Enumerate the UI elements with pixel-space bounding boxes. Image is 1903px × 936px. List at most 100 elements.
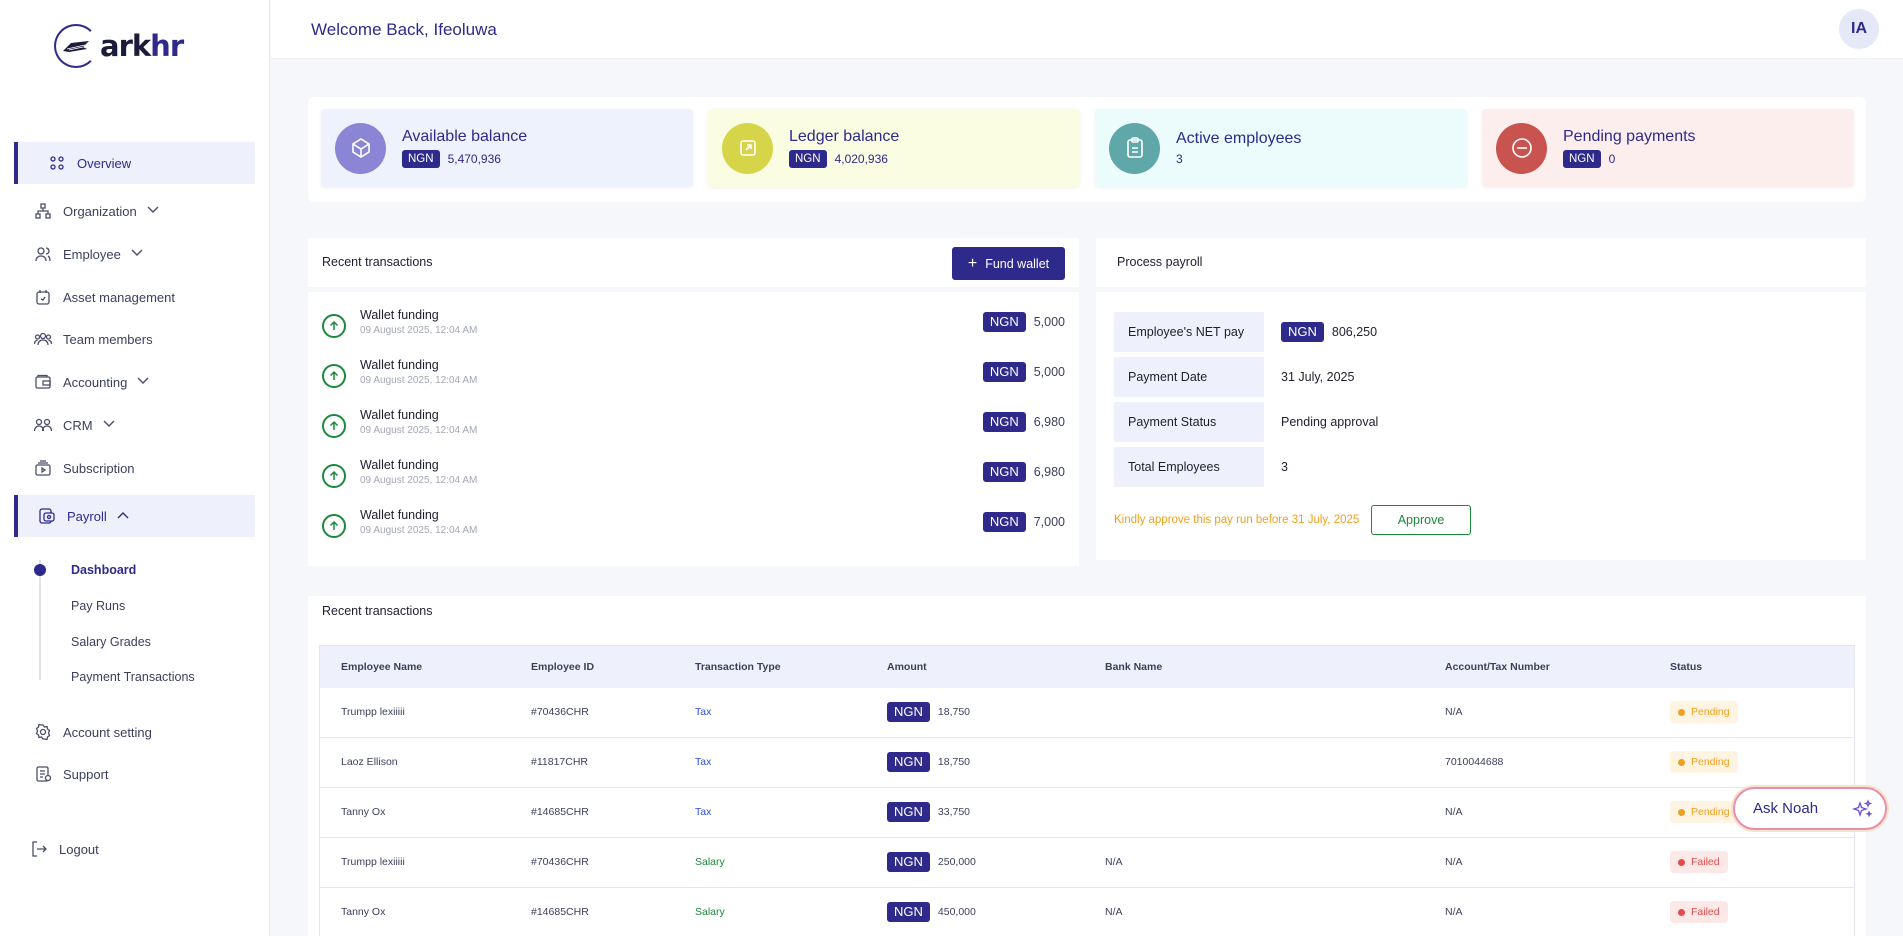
cell-amount: 18,750 xyxy=(937,706,971,718)
transaction-label: Wallet funding xyxy=(360,408,439,422)
payroll-value: 31 July, 2025 xyxy=(1281,370,1355,384)
ask-noah-label: Ask Noah xyxy=(1753,800,1819,817)
sidebar-item-payroll[interactable]: Payroll xyxy=(14,495,255,537)
sidebar-item-label: Support xyxy=(63,766,109,782)
approve-button[interactable]: Approve xyxy=(1371,505,1471,535)
arrow-up-icon xyxy=(322,414,346,438)
sidebar-item-label: Employee xyxy=(63,246,121,262)
list-item[interactable]: Wallet funding 09 August 2025, 12:04 AM … xyxy=(322,456,1065,496)
wallet-icon xyxy=(34,373,52,391)
table-header: Employee Name Employee ID Transaction Ty… xyxy=(320,646,1854,688)
transaction-date: 09 August 2025, 12:04 AM xyxy=(360,525,478,536)
sidebar-item-account-setting[interactable]: Account setting xyxy=(14,711,255,753)
sidebar-item-label: Asset management xyxy=(63,289,176,305)
card-available-balance: Available balance NGN 5,470,936 xyxy=(321,109,693,187)
section-title: Recent transactions xyxy=(322,604,433,618)
transactions-table-panel: Recent transactions Employee Name Employ… xyxy=(308,596,1866,936)
ledger-icon xyxy=(722,122,773,174)
cell-employee-name: Tanny Ox xyxy=(341,906,386,918)
chevron-up-icon xyxy=(117,510,129,522)
transactions-table: Employee Name Employee ID Transaction Ty… xyxy=(319,645,1855,936)
chevron-down-icon xyxy=(131,248,143,260)
list-item[interactable]: Wallet funding 09 August 2025, 12:04 AM … xyxy=(322,506,1065,546)
transaction-date: 09 August 2025, 12:04 AM xyxy=(360,425,478,436)
payroll-sub-payment-transactions[interactable]: Payment Transactions xyxy=(71,670,195,684)
submenu-active-dot xyxy=(34,564,46,576)
process-payroll-panel: Employee's NET pay NGN 806,250 Payment Da… xyxy=(1096,292,1866,560)
cell-account-number: 7010044688 xyxy=(1445,756,1504,768)
cell-employee-name: Trumpp lexiiiii xyxy=(341,706,405,718)
arrow-up-icon xyxy=(322,314,346,338)
arrow-up-icon xyxy=(322,464,346,488)
transaction-label: Wallet funding xyxy=(360,308,439,322)
card-active-employees: Active employees 3 xyxy=(1095,109,1467,187)
ask-noah-button[interactable]: Ask Noah xyxy=(1733,787,1887,830)
sidebar-item-asset-management[interactable]: Asset management xyxy=(14,276,255,318)
card-value: 0 xyxy=(1608,152,1616,166)
sidebar-item-label: Accounting xyxy=(63,374,128,390)
transaction-date: 09 August 2025, 12:04 AM xyxy=(360,375,478,386)
top-header: Welcome Back, Ifeoluwa IA xyxy=(271,0,1903,59)
column-header: Amount xyxy=(887,661,927,673)
clipboard-icon xyxy=(1109,122,1160,174)
sidebar-item-label: Payroll xyxy=(67,508,107,524)
subscription-icon xyxy=(34,459,52,477)
logo-mark-icon xyxy=(54,24,98,68)
payroll-sub-salary-grades[interactable]: Salary Grades xyxy=(71,635,151,649)
avatar[interactable]: IA xyxy=(1839,9,1879,49)
sidebar-item-crm[interactable]: CRM xyxy=(14,404,255,446)
payroll-sub-dashboard[interactable]: Dashboard xyxy=(71,563,137,577)
sidebar-item-accounting[interactable]: Accounting xyxy=(14,361,255,403)
payroll-row-payment-status: Payment Status Pending approval xyxy=(1114,402,1614,442)
table-row[interactable]: Trumpp lexiiiii #70436CHR Tax NGN 18,750 … xyxy=(320,688,1854,738)
card-title: Ledger balance xyxy=(789,128,900,145)
users-icon xyxy=(34,245,52,263)
cell-amount: 33,750 xyxy=(937,806,971,818)
payroll-row-payment-date: Payment Date 31 July, 2025 xyxy=(1114,357,1614,397)
column-header: Status xyxy=(1670,661,1703,673)
plus-icon: + xyxy=(967,254,978,272)
fund-wallet-button[interactable]: + Fund wallet xyxy=(952,247,1065,280)
sidebar-item-team-members[interactable]: Team members xyxy=(14,318,255,360)
sidebar-item-support[interactable]: Support xyxy=(14,753,255,795)
sidebar-item-label: Subscription xyxy=(63,460,135,476)
transaction-label: Wallet funding xyxy=(360,508,439,522)
payroll-sub-pay-runs[interactable]: Pay Runs xyxy=(71,599,126,613)
column-header: Employee ID xyxy=(531,661,595,673)
column-header: Bank Name xyxy=(1105,661,1163,673)
transaction-amount: 7,000 xyxy=(1033,515,1065,529)
list-item[interactable]: Wallet funding 09 August 2025, 12:04 AM … xyxy=(322,356,1065,396)
table-row[interactable]: Trumpp lexiiiii #70436CHR Salary NGN 250,… xyxy=(320,838,1854,888)
payroll-key: Employee's NET pay xyxy=(1114,312,1264,352)
section-title: Process payroll xyxy=(1117,255,1203,269)
status-badge: Pending xyxy=(1670,701,1738,723)
sidebar-item-subscription[interactable]: Subscription xyxy=(14,447,255,489)
column-header: Transaction Type xyxy=(695,661,781,673)
cell-employee-name: Tanny Ox xyxy=(341,806,386,818)
sidebar-item-employee[interactable]: Employee xyxy=(14,233,255,275)
cell-employee-name: Laoz Ellison xyxy=(341,756,398,768)
sidebar-item-label: Team members xyxy=(63,331,153,347)
transaction-amount: 5,000 xyxy=(1033,315,1065,329)
cell-amount: 450,000 xyxy=(937,906,976,918)
sidebar-item-logout[interactable]: Logout xyxy=(10,828,251,870)
list-item[interactable]: Wallet funding 09 August 2025, 12:04 AM … xyxy=(322,306,1065,346)
table-row[interactable]: Tanny Ox #14685CHR Salary NGN 450,000 N/A… xyxy=(320,888,1854,936)
status-badge: Failed xyxy=(1670,851,1728,873)
table-row[interactable]: Laoz Ellison #11817CHR Tax NGN 18,750 701… xyxy=(320,738,1854,788)
transaction-label: Wallet funding xyxy=(360,358,439,372)
currency-badge: NGN xyxy=(982,362,1026,382)
sidebar-item-organization[interactable]: Organization xyxy=(14,190,255,232)
sidebar-item-overview[interactable]: Overview xyxy=(14,142,255,184)
table-row[interactable]: Tanny Ox #14685CHR Tax NGN 33,750 N/A Pen… xyxy=(320,788,1854,838)
payroll-key: Payment Date xyxy=(1114,357,1264,397)
approval-note: Kindly approve this pay run before 31 Ju… xyxy=(1114,514,1360,526)
cell-account-number: N/A xyxy=(1445,706,1463,718)
sidebar-item-label: CRM xyxy=(63,417,93,433)
brand-logo[interactable]: arkhr xyxy=(54,24,184,68)
section-title: Recent transactions xyxy=(322,255,433,269)
transaction-date: 09 August 2025, 12:04 AM xyxy=(360,325,478,336)
column-header: Employee Name xyxy=(341,661,423,673)
list-item[interactable]: Wallet funding 09 August 2025, 12:04 AM … xyxy=(322,406,1065,446)
org-icon xyxy=(34,202,52,220)
